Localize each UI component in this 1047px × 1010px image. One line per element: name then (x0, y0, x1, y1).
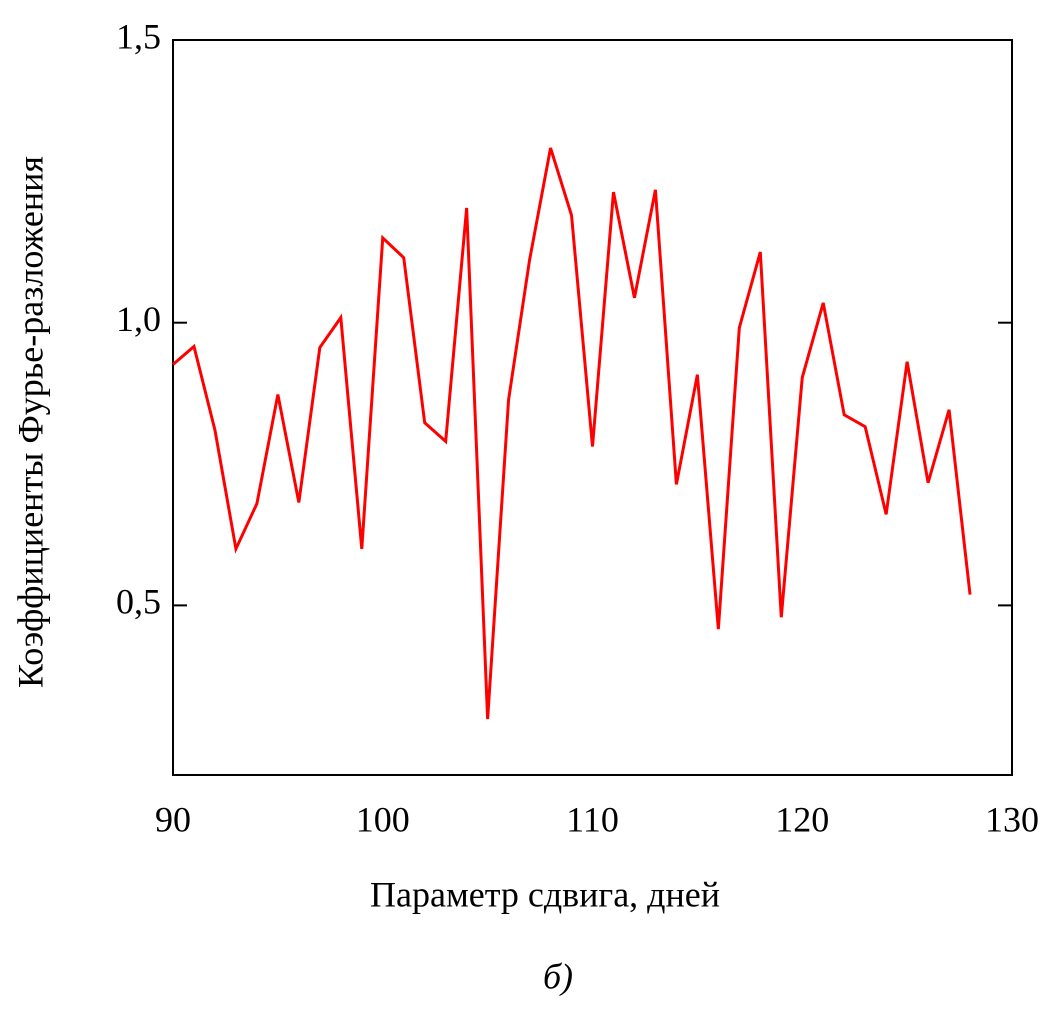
data-line (172, 147, 972, 720)
x-tick-label: 100 (356, 799, 410, 839)
x-tick-label: 120 (775, 799, 829, 839)
x-tick-label: 110 (566, 799, 619, 839)
plot-frame (172, 39, 1013, 776)
x-axis-label: Параметр сдвига, дней (370, 874, 720, 914)
caption: б) (543, 956, 573, 996)
y-tick-label: 0,5 (116, 582, 161, 622)
y-axis-label: Коэффициенты Фурье-разложения (10, 156, 50, 688)
x-tick-label: 130 (985, 799, 1039, 839)
y-tick-label: 1,5 (116, 16, 161, 56)
y-tick-label: 1,0 (116, 299, 161, 339)
x-tick-label: 90 (155, 799, 191, 839)
